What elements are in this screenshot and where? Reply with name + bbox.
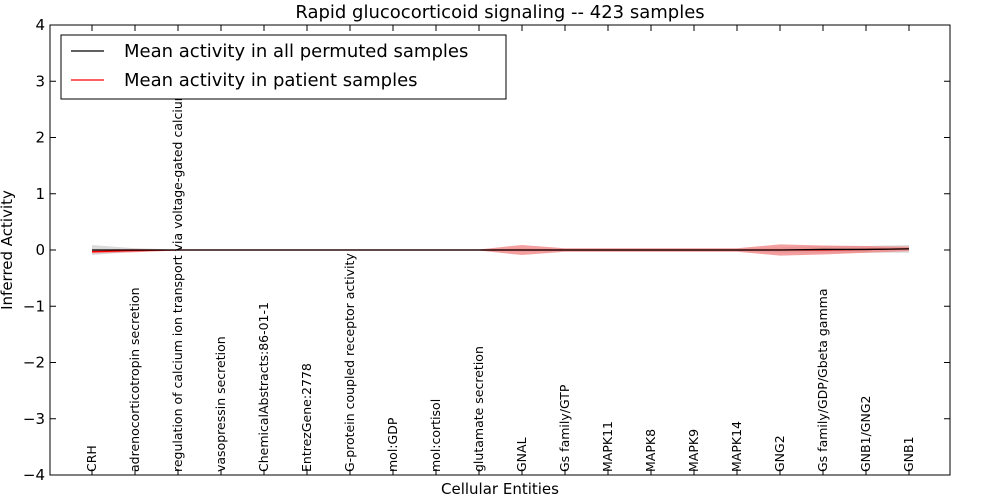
axes: 4 3 2 1 0 −1 −2 −3 −4	[23, 16, 951, 484]
entity-label: ChemicalAbstracts:86-01-1	[256, 302, 271, 472]
entity-label: adrenocorticotropin secretion	[127, 287, 142, 472]
y-tick-label: 0	[35, 241, 45, 259]
plot-lines	[91, 248, 910, 253]
entity-labels: CRH adrenocorticotropin secretion regulati…	[84, 36, 916, 472]
entity-label: Gs family/GTP	[557, 384, 572, 472]
legend-entry-1: Mean activity in patient samples	[124, 70, 418, 91]
y-tick-label: −2	[23, 354, 45, 372]
y-tick-label: −1	[23, 297, 45, 315]
entity-label: CRH	[84, 445, 99, 472]
entity-label: Gs family/GDP/Gbeta gamma	[815, 289, 830, 472]
entity-label: MAPK9	[686, 429, 701, 472]
chart-title: Rapid glucocorticoid signaling -- 423 sa…	[295, 2, 704, 23]
entity-label: GNAL	[514, 437, 529, 472]
entity-label: G-protein coupled receptor activity	[342, 253, 357, 472]
x-axis-label: Cellular Entities	[441, 480, 559, 498]
y-tick-label: 1	[35, 185, 45, 203]
entity-label: glutamate secretion	[471, 346, 486, 472]
entity-label: mol:GDP	[385, 417, 400, 472]
y-tick-label: 3	[35, 72, 45, 90]
legend-entry-0: Mean activity in all permuted samples	[124, 41, 468, 62]
y-tick-label: 2	[35, 129, 45, 147]
entity-label: GNB1/GNG2	[858, 396, 873, 472]
legend: Mean activity in all permuted samples Mea…	[60, 34, 507, 100]
entity-label: MAPK8	[643, 429, 658, 472]
entity-label: vasopressin secretion	[213, 336, 228, 472]
line-series-0	[92, 248, 910, 251]
entity-label: GNG2	[772, 435, 787, 472]
y-tick-label: −4	[23, 466, 45, 484]
y-tick-label: 4	[35, 16, 45, 34]
y-axis-label: Inferred Activity	[0, 190, 16, 310]
entity-label: GNB1	[901, 436, 916, 472]
entity-label: MAPK14	[729, 421, 744, 472]
entity-label: MAPK11	[600, 421, 615, 472]
entity-label: EntrezGene:2778	[299, 363, 314, 472]
y-tick-label: −3	[23, 410, 45, 428]
entity-label: regulation of calcium ion transport via …	[170, 36, 185, 472]
entity-label: mol:cortisol	[428, 399, 443, 472]
legend-box	[60, 34, 507, 100]
